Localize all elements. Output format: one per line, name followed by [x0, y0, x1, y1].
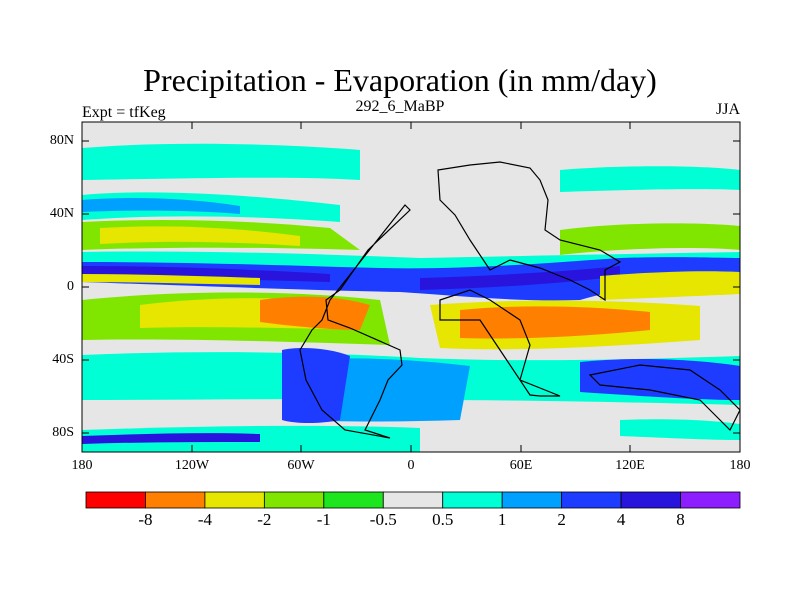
colorbar-swatch — [85, 491, 146, 509]
colorbar-swatch — [620, 491, 681, 509]
colorbar-swatch — [323, 491, 384, 509]
colorbar-swatch — [263, 491, 325, 509]
colorbar-swatch — [204, 491, 265, 509]
colorbar-label: -4 — [197, 510, 212, 529]
lon-label-60e: 60E — [509, 458, 533, 473]
colorbar-label: 8 — [676, 510, 685, 529]
colorbar-swatch — [561, 491, 622, 509]
lon-label-120e: 120E — [615, 458, 645, 473]
lat-label-0: 0 — [67, 279, 74, 294]
colorbar-label: 4 — [616, 510, 626, 529]
lat-label-80s: 80S — [52, 425, 74, 440]
coastlines — [299, 161, 740, 439]
lat-label-40s: 40S — [52, 352, 74, 367]
colorbar-swatch — [680, 491, 741, 509]
colorbar — [85, 491, 741, 509]
time-label: 292_6_MaBP — [355, 98, 445, 115]
axis-ticks — [81, 122, 741, 452]
colorbar-swatch — [145, 491, 206, 509]
lon-label-0: 0 — [407, 458, 415, 473]
lat-label-40n: 40N — [49, 206, 74, 221]
season-label: JJA — [715, 101, 740, 118]
colorbar-swatch — [382, 491, 444, 509]
contour-field — [82, 122, 740, 452]
lon-label-120w: 120W — [174, 458, 210, 473]
colorbar-label: 2 — [557, 510, 566, 529]
colorbar-label: -2 — [257, 510, 272, 529]
colorbar-label: 0.5 — [432, 510, 454, 529]
colorbar-label: -0.5 — [369, 510, 397, 529]
lon-label-180w: 180 — [71, 458, 93, 473]
map-title: Precipitation - Evaporation (in mm/day) — [143, 62, 657, 98]
colorbar-swatch — [501, 491, 563, 509]
colorbar-swatch — [442, 491, 503, 509]
colorbar-label: 1 — [497, 510, 507, 529]
lat-label-80n: 80N — [49, 133, 74, 148]
experiment-label: Expt = tfKeg — [82, 104, 166, 121]
colorbar-label: -8 — [138, 510, 153, 529]
lon-label-60w: 60W — [287, 458, 315, 473]
colorbar-label: -1 — [316, 510, 331, 529]
lon-label-180e: 180 — [729, 458, 751, 473]
